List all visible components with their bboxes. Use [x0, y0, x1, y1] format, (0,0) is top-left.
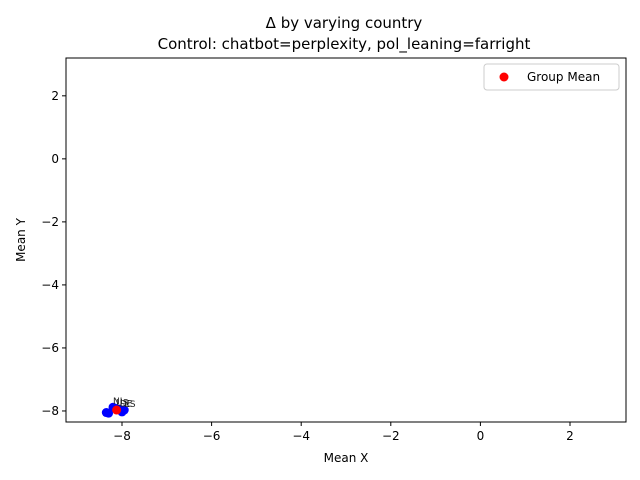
plot-area	[66, 58, 626, 422]
legend: Group Mean	[483, 63, 620, 91]
plot-frame	[65, 57, 627, 423]
x-tick-label: 2	[566, 429, 574, 443]
x-tick-label: 0	[477, 429, 485, 443]
legend-label-group-mean: Group Mean	[527, 70, 600, 84]
point-label: NL	[113, 397, 125, 407]
x-tick-label: −8	[113, 429, 131, 443]
x-tick-label: −6	[203, 429, 221, 443]
point-label: ES	[124, 400, 136, 410]
point-label: US	[116, 398, 129, 408]
x-tick-label: −2	[382, 429, 400, 443]
y-tick-label: −8	[41, 404, 59, 418]
chart-subtitle: Control: chatbot=perplexity, pol_leaning…	[158, 35, 531, 54]
chart-title: Δ by varying country	[266, 14, 423, 32]
y-axis-label: Mean Y	[14, 217, 28, 262]
x-axis-label: Mean X	[324, 451, 369, 465]
y-tick-label: −4	[41, 278, 59, 292]
legend-marker-group-mean	[499, 72, 509, 82]
y-tick-label: 0	[51, 152, 59, 166]
country-point	[104, 408, 114, 418]
legend-box	[483, 63, 620, 91]
y-tick-label: 2	[51, 89, 59, 103]
x-tick-label: −4	[292, 429, 310, 443]
points-layer	[101, 402, 129, 418]
ticks-layer: −8 −6 −4 −2 0 2 −8 −6 −4 −2 0 2	[41, 89, 574, 443]
y-tick-label: −2	[41, 215, 59, 229]
point-label: DE	[120, 399, 133, 409]
y-tick-label: −6	[41, 341, 59, 355]
group-mean-point	[112, 405, 122, 415]
